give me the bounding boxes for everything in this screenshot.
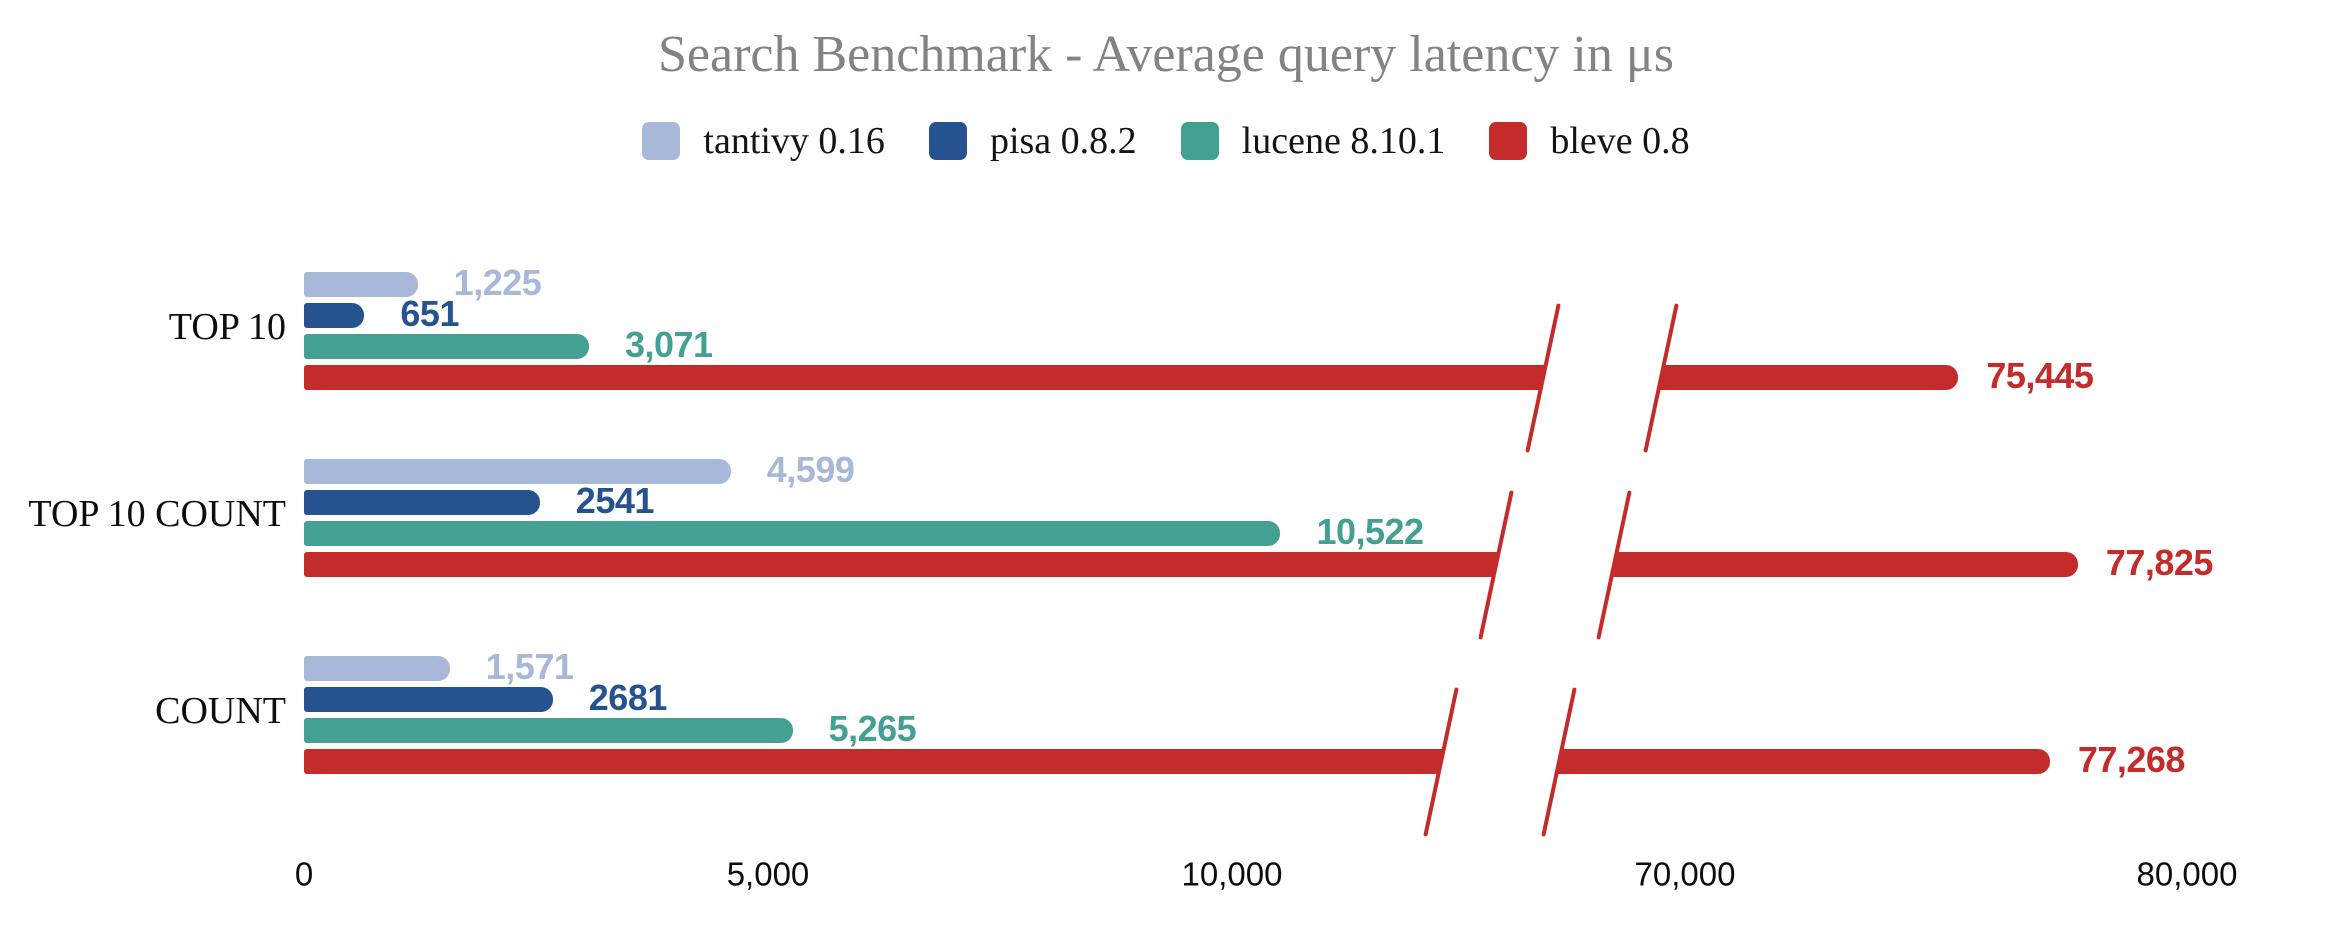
x-tick-70-000: 70,000 [1634,855,1736,893]
value-label-lucene-8-10-1-count: 5,265 [828,707,917,749]
value-label-lucene-8-10-1-top-10: 3,071 [624,323,713,365]
value-label-pisa-0-8-2-count: 2681 [588,676,668,718]
value-label-tantivy-0-16-top-10-count: 4,599 [766,448,855,490]
category-label-top-10: TOP 10 [168,306,286,348]
value-label-bleve-0-8-count: 77,268 [2077,738,2186,780]
legend-label: bleve 0.8 [1550,120,1690,162]
value-label-bleve-0-8-top-10: 75,445 [1986,354,2094,396]
bar-pisa-0-8-2-count [304,687,553,712]
x-tick-0: 0 [294,855,314,893]
legend-item-bleve-0-8[interactable]: bleve 0.8 [1489,119,1690,163]
value-label-lucene-8-10-1-top-10-count: 10,522 [1316,510,1424,552]
x-tick-80-000: 80,000 [2136,855,2238,893]
chart-title: Search Benchmark - Average query latency… [658,26,1674,83]
axis-break-gap [1538,357,1666,398]
bar-pisa-0-8-2-top-10-count [304,490,540,515]
value-label-tantivy-0-16-count: 1,571 [485,645,574,687]
legend-swatch-icon [1180,122,1219,160]
value-label-pisa-0-8-2-top-10: 651 [400,292,459,334]
value-label-bleve-0-8-top-10-count: 77,825 [2105,541,2214,583]
bar-tantivy-0-16-top-10 [304,272,418,297]
bar-tantivy-0-16-count [304,656,450,681]
value-label-pisa-0-8-2-top-10-count: 2541 [575,479,655,521]
legend-swatch-icon [642,122,681,160]
legend-label: lucene 8.10.1 [1241,120,1446,162]
bar-bleve-0-8-count [304,749,2050,774]
legend-item-tantivy-0-16[interactable]: tantivy 0.16 [642,119,885,163]
category-label-top-10-count: TOP 10 COUNT [28,493,286,535]
legend-swatch-icon [928,122,967,160]
bar-lucene-8-10-1-top-10 [304,334,589,359]
chart-legend: tantivy 0.16 pisa 0.8.2 lucene 8.10.1 bleve… [0,119,2332,163]
legend-swatch-icon [1489,122,1528,160]
value-label-tantivy-0-16-top-10: 1,225 [453,261,542,303]
legend-label: pisa 0.8.2 [989,120,1137,162]
legend-label: tantivy 0.16 [703,120,885,162]
legend-item-pisa-0-8-2[interactable]: pisa 0.8.2 [928,119,1137,163]
bar-bleve-0-8-top-10 [304,365,1959,390]
axis-break-gap [1491,544,1619,585]
x-tick-5-000: 5,000 [726,855,810,893]
category-label-count: COUNT [155,690,286,732]
bar-lucene-8-10-1-count [304,718,793,743]
axis-break-gap [1436,741,1564,782]
bar-lucene-8-10-1-top-10-count [304,521,1281,546]
bar-tantivy-0-16-top-10-count [304,459,731,484]
x-tick-10-000: 10,000 [1181,855,1283,893]
bar-pisa-0-8-2-top-10 [304,303,365,328]
bar-bleve-0-8-top-10-count [304,552,2078,577]
legend-item-lucene-8-10-1[interactable]: lucene 8.10.1 [1180,119,1446,163]
